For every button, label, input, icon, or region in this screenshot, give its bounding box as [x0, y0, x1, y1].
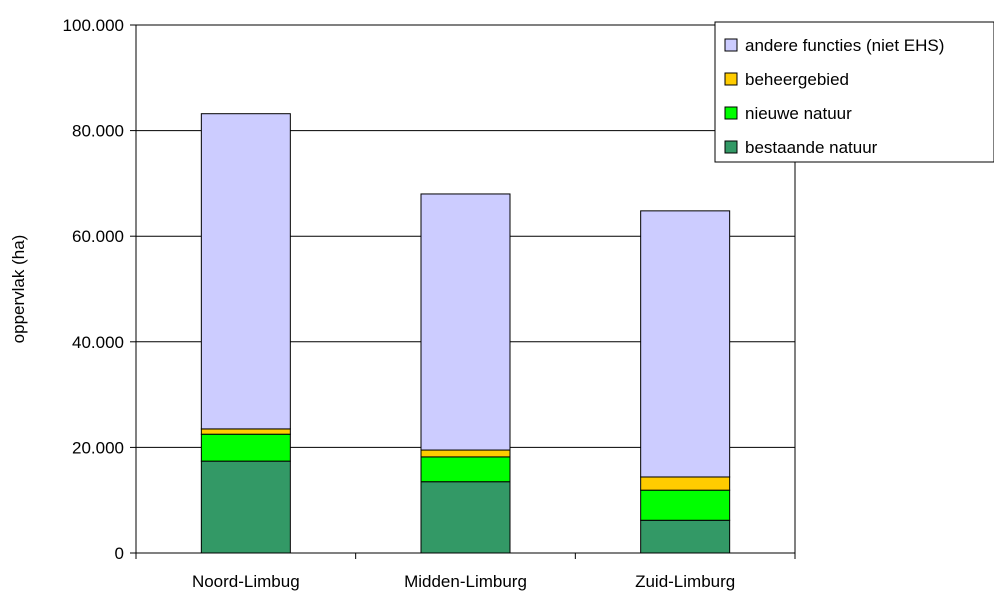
y-axis-title: oppervlak (ha)	[9, 235, 28, 344]
y-tick-labels: 0 20.000 40.000 60.000 80.000 100.000	[63, 16, 136, 563]
y-tick-label: 60.000	[72, 227, 124, 246]
bar-segment-nieuwe-natuur	[420, 456, 511, 483]
legend-label: beheergebied	[745, 70, 849, 89]
bar-segment-andere-functies-niet-ehs-	[420, 193, 511, 451]
bar-segment-beheergebied	[200, 428, 291, 435]
bar-segment-beheergebied	[640, 476, 731, 491]
legend-swatch	[724, 72, 738, 86]
bar-segment-beheergebied	[420, 449, 511, 458]
bar-segment-nieuwe-natuur	[200, 433, 291, 462]
bar-stacks	[200, 113, 731, 554]
legend-label: nieuwe natuur	[745, 104, 852, 123]
legend-swatch	[724, 106, 738, 120]
bar-segment-andere-functies-niet-ehs-	[640, 210, 731, 478]
legend-swatch	[724, 140, 738, 154]
bar-segment-andere-functies-niet-ehs-	[200, 113, 291, 430]
x-tick-labels: Noord-Limbug Midden-Limburg Zuid-Limburg	[135, 553, 796, 591]
y-tick-label: 0	[115, 544, 124, 563]
y-tick-label: 40.000	[72, 333, 124, 352]
legend-swatch	[724, 38, 738, 52]
legend-label: andere functies (niet EHS)	[745, 36, 944, 55]
bar-segment-bestaande-natuur	[200, 460, 291, 554]
x-tick-label: Midden-Limburg	[404, 572, 527, 591]
legend-box	[714, 21, 994, 163]
bar-segment-nieuwe-natuur	[640, 489, 731, 521]
y-tick-label: 20.000	[72, 438, 124, 457]
y-tick-label: 100.000	[63, 16, 124, 35]
bar-segment-bestaande-natuur	[640, 519, 731, 554]
x-tick-label: Zuid-Limburg	[635, 572, 735, 591]
x-tick-label: Noord-Limbug	[192, 572, 300, 591]
bar-segment-bestaande-natuur	[420, 481, 511, 554]
legend-label: bestaande natuur	[745, 138, 878, 157]
legend: andere functies (niet EHS) beheergebied ni…	[714, 21, 994, 163]
y-tick-label: 80.000	[72, 122, 124, 141]
